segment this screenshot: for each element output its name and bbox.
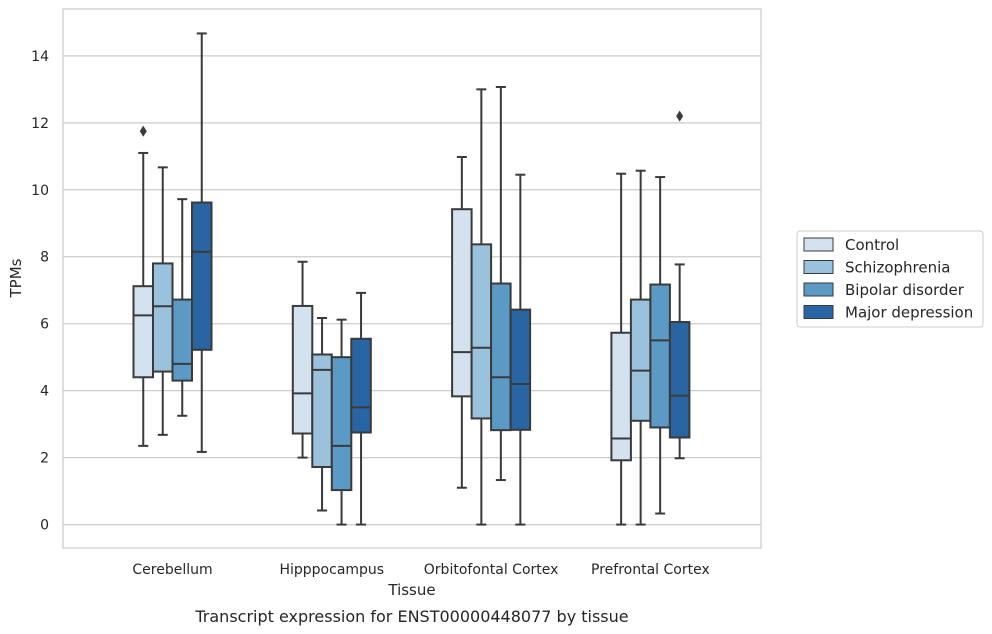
- y-tick-label: 2: [40, 451, 49, 467]
- y-tick-label: 4: [40, 384, 49, 400]
- y-axis-title: TPMs: [7, 258, 25, 298]
- legend-swatch: [803, 237, 834, 252]
- outlier-marker: [139, 125, 147, 137]
- box-0-1: [152, 262, 174, 373]
- box-1-3: [350, 337, 372, 434]
- x-tick-label: Hipppocampus: [279, 562, 384, 578]
- y-tick-labels: 0 2 4 6 8 10 12 14: [31, 49, 49, 534]
- legend: Control Schizophrenia Bipolar disorder Majo…: [796, 230, 984, 328]
- box-2-0: [451, 208, 473, 398]
- box-2-2: [490, 282, 512, 432]
- y-tick-label: 12: [31, 116, 49, 132]
- box-3-3: [668, 321, 691, 439]
- legend-frame: [796, 230, 984, 328]
- outlier-marker: [676, 110, 684, 122]
- x-tick-label: Cerebellum: [132, 562, 212, 578]
- x-tick-label: Prefrontal Cortex: [591, 562, 710, 578]
- chart-caption: Transcript expression for ENST0000044807…: [194, 607, 628, 626]
- legend-swatch: [803, 282, 834, 297]
- legend-label: Schizophrenia: [845, 259, 950, 277]
- plot-boxes: [132, 32, 691, 526]
- y-tick-label: 6: [40, 317, 49, 333]
- y-tick-label: 8: [40, 250, 49, 266]
- plot-frame: [62, 8, 762, 549]
- legend-label: Control: [845, 236, 899, 254]
- y-tick-label: 0: [40, 518, 49, 534]
- legend-swatch: [803, 260, 834, 274]
- box-3-1: [629, 298, 652, 422]
- legend-label: Bipolar disorder: [845, 281, 965, 299]
- y-tick-label: 10: [31, 183, 49, 199]
- box-1-2: [330, 356, 353, 492]
- legend-label: Major depression: [845, 304, 973, 322]
- x-tick-label: Orbitofontal Cortex: [424, 562, 559, 578]
- x-tick-labels: Cerebellum Hipppocampus Orbitofontal Corte…: [132, 562, 709, 578]
- box-2-1: [470, 243, 493, 420]
- box-3-2: [649, 283, 671, 429]
- box-2-3: [509, 308, 532, 431]
- box-0-3: [191, 201, 213, 351]
- legend-swatch: [803, 305, 834, 319]
- box-1-0: [291, 304, 314, 435]
- x-axis-title: Tissue: [387, 581, 435, 599]
- box-3-0: [610, 331, 632, 462]
- box-0-0: [132, 285, 154, 379]
- y-tick-label: 14: [31, 49, 49, 65]
- box-0-2: [171, 298, 193, 382]
- box-1-1: [311, 353, 333, 468]
